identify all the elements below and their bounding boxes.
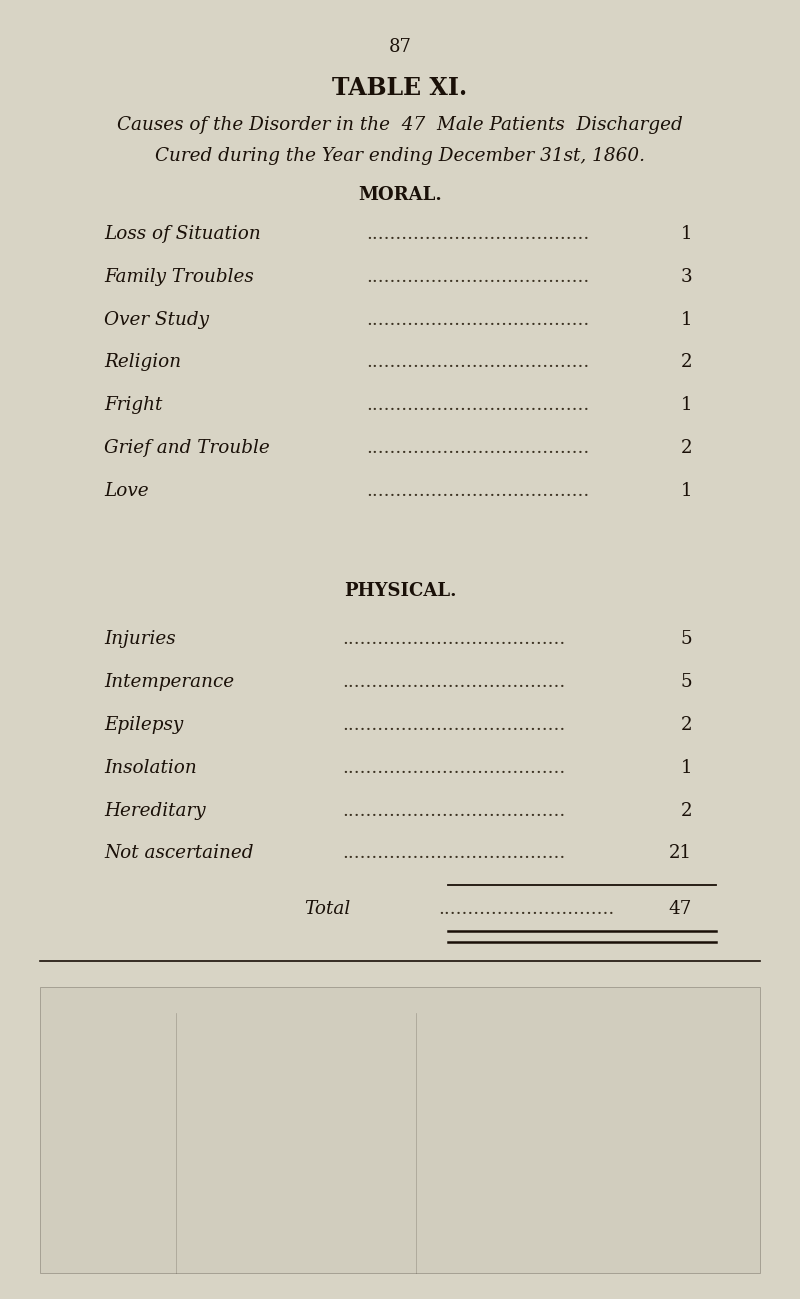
Text: Causes of the Disorder in the  47  Male Patients  Discharged: Causes of the Disorder in the 47 Male Pa… <box>117 116 683 134</box>
Text: Cured during the Year ending December 31st, 1860.: Cured during the Year ending December 31… <box>155 147 645 165</box>
Text: 21: 21 <box>669 844 692 863</box>
Text: ......................................: ...................................... <box>342 716 566 734</box>
Text: ......................................: ...................................... <box>366 396 590 414</box>
Text: Intemperance: Intemperance <box>104 673 234 691</box>
Text: Hereditary: Hereditary <box>104 801 206 820</box>
Text: Loss of Situation: Loss of Situation <box>104 225 261 243</box>
Text: ......................................: ...................................... <box>366 310 590 329</box>
Text: MORAL.: MORAL. <box>358 186 442 204</box>
Text: Love: Love <box>104 482 149 500</box>
Text: ..............................: .............................. <box>438 900 614 918</box>
Text: Total: Total <box>304 900 350 918</box>
FancyBboxPatch shape <box>40 987 760 1273</box>
Text: ......................................: ...................................... <box>366 482 590 500</box>
Text: Over Study: Over Study <box>104 310 209 329</box>
Text: Fright: Fright <box>104 396 162 414</box>
Text: Family Troubles: Family Troubles <box>104 268 254 286</box>
Text: ......................................: ...................................... <box>342 630 566 648</box>
Text: 1: 1 <box>680 482 692 500</box>
Text: 1: 1 <box>680 759 692 777</box>
Text: 5: 5 <box>680 630 692 648</box>
Text: ......................................: ...................................... <box>366 268 590 286</box>
Text: 2: 2 <box>681 353 692 372</box>
Text: 5: 5 <box>680 673 692 691</box>
Text: Not ascertained: Not ascertained <box>104 844 254 863</box>
Text: Injuries: Injuries <box>104 630 176 648</box>
Text: 3: 3 <box>680 268 692 286</box>
Text: 2: 2 <box>681 439 692 457</box>
Text: ......................................: ...................................... <box>366 225 590 243</box>
Text: Insolation: Insolation <box>104 759 197 777</box>
Text: ......................................: ...................................... <box>342 801 566 820</box>
Text: ......................................: ...................................... <box>366 439 590 457</box>
Text: 1: 1 <box>680 396 692 414</box>
Text: ......................................: ...................................... <box>342 673 566 691</box>
Text: 2: 2 <box>681 716 692 734</box>
Text: ......................................: ...................................... <box>342 844 566 863</box>
Text: 87: 87 <box>389 38 411 56</box>
Text: Epilepsy: Epilepsy <box>104 716 183 734</box>
Text: ......................................: ...................................... <box>342 759 566 777</box>
Text: PHYSICAL.: PHYSICAL. <box>344 582 456 600</box>
Text: TABLE XI.: TABLE XI. <box>333 77 467 100</box>
Text: 2: 2 <box>681 801 692 820</box>
Text: 1: 1 <box>680 225 692 243</box>
Text: Grief and Trouble: Grief and Trouble <box>104 439 270 457</box>
Text: 47: 47 <box>669 900 692 918</box>
Text: 1: 1 <box>680 310 692 329</box>
Text: ......................................: ...................................... <box>366 353 590 372</box>
Text: Religion: Religion <box>104 353 181 372</box>
